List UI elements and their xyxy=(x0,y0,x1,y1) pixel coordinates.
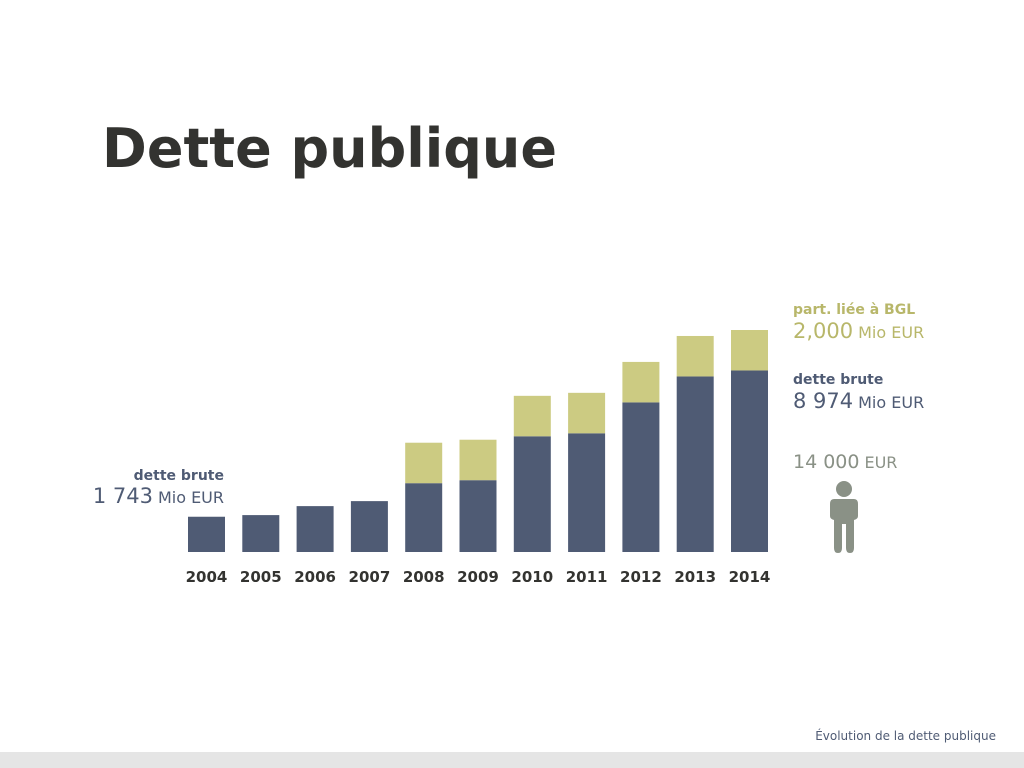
amount: 1 743 xyxy=(93,484,153,508)
x-tick-label: 2011 xyxy=(566,568,608,586)
x-tick-label: 2007 xyxy=(349,568,391,586)
x-tick-label: 2005 xyxy=(240,568,282,586)
x-tick-label: 2010 xyxy=(511,568,553,586)
bar-segment xyxy=(731,370,768,552)
legend-label: dette brute xyxy=(793,372,883,388)
x-tick-label: 2014 xyxy=(729,568,771,586)
bottom-bar xyxy=(0,752,1024,768)
bar-segment xyxy=(296,506,334,552)
bar-segment xyxy=(459,439,497,481)
bar-segment xyxy=(242,515,280,552)
bar-segment xyxy=(568,433,606,552)
bar-segment xyxy=(513,436,551,552)
unit: Mio EUR xyxy=(858,323,924,342)
bar-segment xyxy=(676,335,714,377)
unit: Mio EUR xyxy=(158,488,224,507)
annotation-value: 14 000 EUR xyxy=(793,451,897,473)
x-tick-label: 2013 xyxy=(674,568,716,586)
bar-segment xyxy=(622,361,660,403)
legend-label: part. liée à BGL xyxy=(793,302,915,318)
unit: EUR xyxy=(864,453,897,472)
unit: Mio EUR xyxy=(858,393,924,412)
bar-segment xyxy=(405,483,443,552)
bar-segment xyxy=(405,442,443,484)
amount: 14 000 xyxy=(793,451,859,473)
amount: 8 974 xyxy=(793,389,853,413)
annotation-label: dette brute xyxy=(134,468,224,484)
annotation-value: 2,000 Mio EUR xyxy=(793,319,924,343)
x-tick-label: 2009 xyxy=(457,568,499,586)
bar-segment xyxy=(459,480,497,552)
x-tick-label: 2004 xyxy=(186,568,228,586)
bar-segment xyxy=(568,392,606,434)
person-icon xyxy=(830,481,858,553)
x-tick-label: 2012 xyxy=(620,568,662,586)
bar-segment xyxy=(513,395,551,437)
chart-title: Dette publique xyxy=(102,117,557,180)
annotation-value: 1 743 Mio EUR xyxy=(93,484,224,508)
amount: 2,000 xyxy=(793,319,853,343)
x-tick-label: 2008 xyxy=(403,568,445,586)
annotation-value: 8 974 Mio EUR xyxy=(793,389,924,413)
bar-segment xyxy=(731,330,768,371)
bar-segment xyxy=(676,376,714,552)
bar-segment xyxy=(188,516,225,552)
bar-segment xyxy=(350,501,388,552)
footer: Évolution de la dette publique xyxy=(815,728,996,743)
x-tick-label: 2006 xyxy=(294,568,336,586)
bar-segment xyxy=(622,402,660,552)
